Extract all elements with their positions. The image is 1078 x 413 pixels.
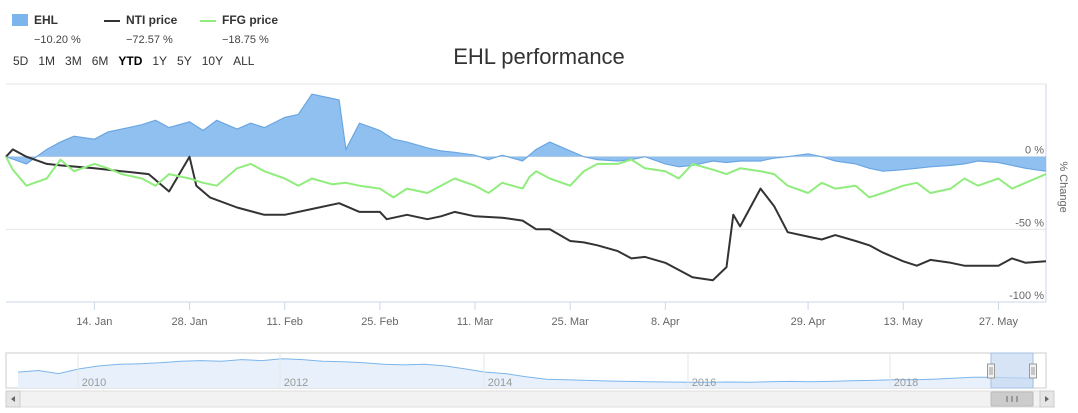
y-tick-label: 0 % — [1025, 145, 1044, 157]
x-tick-label: 25. Mar — [552, 316, 590, 328]
range-button-5d[interactable]: 5D — [13, 54, 29, 68]
navigator-selection[interactable] — [990, 352, 1034, 389]
x-tick-label: 13. May — [884, 316, 924, 328]
legend-value: −10.20 % — [34, 34, 81, 46]
navigator-year-label: 2012 — [284, 377, 308, 389]
x-tick-label: 27. May — [979, 316, 1019, 328]
navigator-handle[interactable] — [987, 363, 995, 379]
series-nti-price-line — [5, 148, 1047, 282]
x-tick-label: 29. Apr — [791, 316, 826, 328]
legend-swatch — [104, 20, 120, 22]
x-tick-label: 11. Mar — [457, 316, 494, 328]
navigator-series-line — [17, 358, 1035, 383]
arrow-left-icon — [11, 396, 15, 402]
legend-swatch — [200, 20, 216, 22]
x-tick-label: 11. Feb — [266, 316, 303, 328]
series-ehl-line — [5, 93, 1047, 172]
navigator-handle[interactable] — [1029, 363, 1037, 379]
legend-label: EHL — [34, 13, 58, 27]
range-button-ytd[interactable]: YTD — [118, 54, 143, 68]
plot-background — [6, 84, 1046, 302]
legend-value: −18.75 % — [222, 34, 269, 46]
legend-label: NTI price — [126, 13, 178, 27]
navigator-year-label: 2018 — [894, 377, 918, 389]
navigator-series-area — [18, 358, 1034, 388]
y-tick-label: -100 % — [1009, 290, 1044, 302]
navigator-year-label: 2014 — [488, 377, 512, 389]
navigator-year-label: 2010 — [82, 377, 106, 389]
x-tick-label: 28. Jan — [171, 316, 207, 328]
legend-label: FFG price — [222, 13, 279, 27]
x-tick-label: 14. Jan — [76, 316, 112, 328]
series-ehl-area — [6, 94, 1046, 172]
range-button-5y[interactable]: 5Y — [177, 54, 192, 68]
navigator-year-label: 2016 — [692, 377, 716, 389]
range-button-all[interactable]: ALL — [233, 54, 255, 68]
series-ffg-price-line — [5, 156, 1047, 199]
x-tick-label: 8. Apr — [651, 316, 680, 328]
range-button-3m[interactable]: 3M — [65, 54, 82, 68]
chart-title: EHL performance — [453, 44, 625, 69]
y-axis-title: % Change — [1057, 161, 1069, 212]
legend-swatch — [12, 14, 28, 26]
range-button-10y[interactable]: 10Y — [201, 54, 224, 68]
arrow-right-icon — [1045, 396, 1049, 402]
range-button-1y[interactable]: 1Y — [152, 54, 168, 68]
legend-value: −72.57 % — [126, 34, 173, 46]
x-tick-label: 25. Feb — [361, 316, 398, 328]
y-tick-label: -50 % — [1015, 217, 1044, 229]
range-button-1m[interactable]: 1M — [38, 54, 56, 68]
scrollbar-track[interactable] — [5, 390, 1055, 408]
legend: EHL −10.20 % NTI price −72.57 % FFG price −18… — [12, 12, 432, 48]
range-selector: 5D 1M 3M 6M YTD 1Y 5Y 10Y ALL — [8, 52, 259, 70]
range-button-6m[interactable]: 6M — [91, 54, 109, 68]
